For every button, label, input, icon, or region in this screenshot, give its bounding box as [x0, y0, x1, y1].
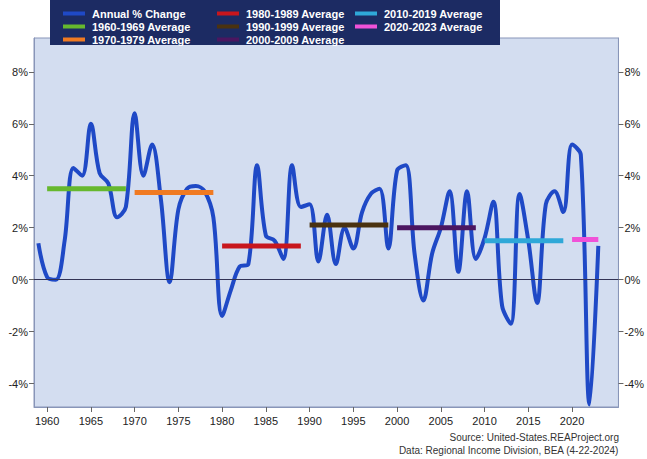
- svg-text:-4%: -4%: [624, 378, 644, 390]
- svg-text:2020-2023 Average: 2020-2023 Average: [384, 21, 482, 33]
- svg-text:4%: 4%: [624, 170, 640, 182]
- svg-text:1965: 1965: [79, 415, 103, 427]
- svg-text:6%: 6%: [12, 118, 28, 130]
- svg-text:1975: 1975: [166, 415, 190, 427]
- svg-text:2%: 2%: [12, 222, 28, 234]
- svg-text:1995: 1995: [341, 415, 365, 427]
- svg-text:1990-1999 Average: 1990-1999 Average: [246, 21, 344, 33]
- svg-text:-4%: -4%: [8, 378, 28, 390]
- svg-text:4%: 4%: [12, 170, 28, 182]
- svg-text:2000-2009 Average: 2000-2009 Average: [246, 34, 344, 46]
- svg-text:1960-1969 Average: 1960-1969 Average: [92, 21, 190, 33]
- svg-text:2%: 2%: [624, 222, 640, 234]
- svg-text:2010: 2010: [472, 415, 496, 427]
- svg-text:2005: 2005: [429, 415, 453, 427]
- svg-text:8%: 8%: [624, 66, 640, 78]
- svg-text:2000: 2000: [385, 415, 409, 427]
- svg-text:1985: 1985: [254, 415, 278, 427]
- svg-text:-2%: -2%: [8, 326, 28, 338]
- svg-text:1980-1989 Average: 1980-1989 Average: [246, 8, 344, 20]
- svg-text:1970: 1970: [122, 415, 146, 427]
- svg-text:2020: 2020: [560, 415, 584, 427]
- svg-text:-2%: -2%: [624, 326, 644, 338]
- svg-text:2015: 2015: [516, 415, 540, 427]
- svg-text:1970-1979 Average: 1970-1979 Average: [92, 34, 190, 46]
- svg-text:0%: 0%: [624, 274, 640, 286]
- svg-text:8%: 8%: [12, 66, 28, 78]
- svg-text:Data: Regional Income Division: Data: Regional Income Division, BEA (4-2…: [399, 445, 619, 456]
- svg-text:1990: 1990: [297, 415, 321, 427]
- svg-text:1980: 1980: [210, 415, 234, 427]
- svg-text:0%: 0%: [12, 274, 28, 286]
- svg-text:6%: 6%: [624, 118, 640, 130]
- svg-text:Annual % Change: Annual % Change: [92, 8, 186, 20]
- svg-text:Source: United-States.REAProje: Source: United-States.REAProject.org: [449, 432, 619, 443]
- svg-text:1960: 1960: [35, 415, 59, 427]
- svg-text:2010-2019 Average: 2010-2019 Average: [384, 8, 482, 20]
